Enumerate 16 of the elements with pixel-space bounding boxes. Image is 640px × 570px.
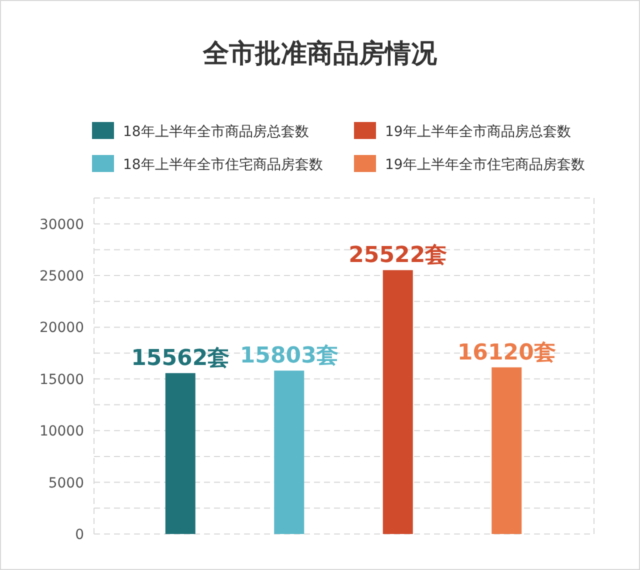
y-tick-label: 30000	[39, 216, 84, 233]
chart-title: 全市批准商品房情况	[202, 39, 438, 69]
legend-label: 18年上半年全市商品房总套数	[123, 124, 309, 140]
y-tick-label: 15000	[39, 372, 84, 388]
legend-label: 18年上半年全市住宅商品房套数	[123, 157, 323, 173]
data-label: 15562套	[131, 346, 230, 372]
y-tick-label: 25000	[39, 268, 84, 285]
y-tick-label: 0	[75, 527, 84, 543]
legend-label: 19年上半年全市住宅商品房套数	[385, 157, 585, 173]
data-label: 16120套	[457, 340, 556, 366]
y-tick-label: 10000	[39, 424, 84, 440]
data-label: 25522套	[348, 243, 448, 268]
data-label: 15803套	[240, 344, 338, 369]
legend-label: 19年上半年全市商品房总套数	[385, 124, 571, 140]
y-tick-label: 5000	[48, 475, 84, 492]
y-tick-label: 20000	[39, 320, 84, 336]
